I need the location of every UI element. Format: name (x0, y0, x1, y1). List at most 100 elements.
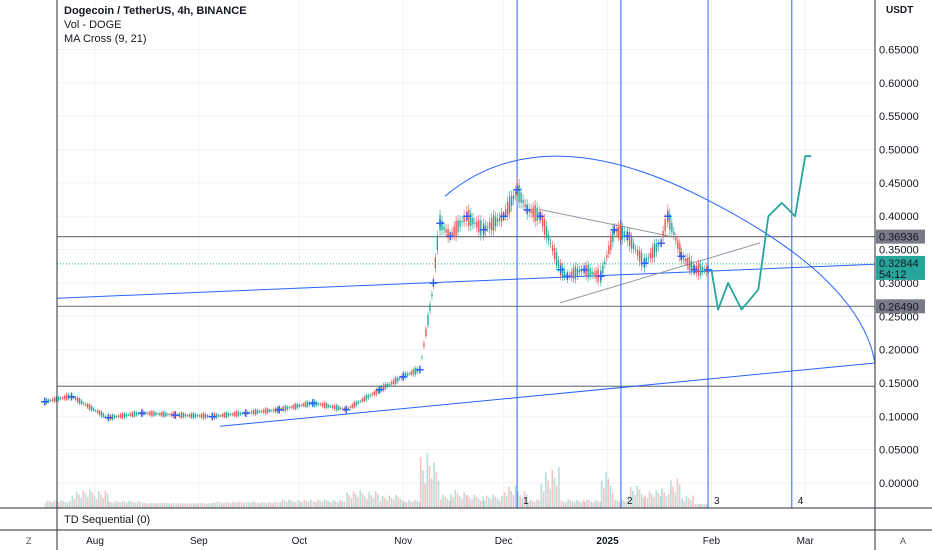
volume-bar (616, 500, 619, 508)
candle-body (308, 402, 310, 406)
candle-body (580, 269, 583, 272)
volume-bar (517, 492, 519, 508)
candle-body (587, 264, 589, 278)
volume-bar (705, 504, 708, 508)
volume-bar (535, 499, 538, 508)
candle-body (524, 203, 526, 208)
volume-bar (146, 503, 148, 508)
support-trendline[interactable] (219, 362, 876, 427)
candle-body (572, 268, 575, 279)
candle-body (643, 257, 646, 269)
wedge-lower-line[interactable] (559, 242, 761, 304)
volume-bar (448, 500, 451, 508)
candle-body (163, 411, 165, 417)
volume-bar (290, 500, 292, 508)
zoom-button[interactable]: Z (26, 536, 32, 546)
auto-scale-button[interactable]: A (900, 536, 907, 546)
volume-bar (643, 497, 645, 508)
volume-bar (397, 496, 399, 508)
candle-body (393, 379, 395, 385)
candle-body (84, 404, 87, 406)
candle-body (259, 411, 261, 413)
candle-body (336, 405, 338, 411)
volume-bar (553, 477, 556, 508)
volume-bar (161, 503, 164, 508)
candle-body (667, 209, 669, 223)
volume-bar (687, 498, 690, 508)
projection-line[interactable] (710, 155, 812, 311)
volume-bar (75, 491, 78, 508)
volume-bar (600, 481, 603, 508)
volume-bar (363, 496, 366, 508)
candle-body (705, 266, 708, 273)
candle-body (167, 413, 169, 416)
volume-bar (588, 500, 591, 508)
volume-bar (578, 501, 580, 508)
candle-body (453, 226, 455, 236)
volume-bar (256, 502, 259, 508)
wedge-upper-line[interactable] (539, 209, 671, 237)
candle-body (439, 215, 441, 231)
volume-bar (463, 492, 465, 508)
volume-label[interactable]: Vol - DOGE (64, 19, 122, 31)
candle-body (117, 415, 120, 417)
y-tick-label: 0.25000 (879, 311, 919, 323)
long-trendline[interactable] (56, 263, 876, 299)
candle-body (196, 415, 199, 417)
volume-bar (121, 501, 124, 508)
volume-bar (372, 498, 375, 508)
candle-body (169, 414, 171, 416)
volume-bar (141, 502, 144, 508)
symbol-title[interactable]: Dogecoin / TetherUS, 4h, BINANCE (64, 5, 247, 17)
volume-bar (93, 495, 96, 508)
indicator-label[interactable]: MA Cross (9, 21) (64, 33, 147, 45)
candle-body (271, 410, 273, 412)
candle-body (443, 226, 445, 230)
candle-body (178, 413, 181, 417)
td-sequential-label[interactable]: TD Sequential (0) (64, 514, 151, 526)
volume-bar (625, 501, 627, 508)
arc-curve[interactable] (444, 155, 876, 364)
candle-body (217, 414, 219, 417)
x-tick-label: Nov (394, 536, 412, 547)
ma-cross-marker: + (241, 406, 251, 420)
volume-bar (665, 496, 668, 508)
volume-bar (386, 500, 388, 508)
candle-body (314, 400, 316, 407)
volume-bar (100, 494, 102, 508)
volume-bar (66, 502, 69, 508)
volume-bar (258, 503, 261, 508)
volume-bar (208, 503, 210, 508)
candle-body (265, 408, 267, 414)
candle-body (551, 245, 554, 252)
candle-body (349, 406, 351, 408)
volume-bar (210, 503, 213, 508)
currency-label[interactable]: USDT (886, 5, 914, 16)
volume-bar (414, 499, 416, 508)
candle-body (255, 409, 257, 415)
volume-bar (292, 501, 295, 508)
ma-cross-marker: + (103, 411, 113, 425)
candle-body (115, 416, 118, 418)
candle-body (474, 222, 476, 224)
volume-bar (73, 498, 76, 508)
candle-body (640, 252, 643, 267)
candle-body (190, 413, 193, 418)
volume-bar (357, 497, 359, 508)
candle-body (427, 315, 429, 325)
candle-body (342, 408, 344, 410)
volume-bar (694, 504, 697, 508)
level-price-label: 0.36936 (879, 232, 919, 244)
candle-body (340, 407, 342, 409)
volume-bar (218, 502, 221, 508)
candle-body (647, 257, 650, 259)
candle-body (302, 403, 304, 406)
volume-bar (46, 500, 49, 508)
volume-bar (595, 500, 597, 508)
candle-body (310, 402, 312, 404)
volume-bar (216, 501, 219, 508)
y-tick-label: 0.35000 (879, 245, 919, 257)
candle-body (623, 231, 625, 238)
ma-cross-marker: + (435, 216, 445, 230)
